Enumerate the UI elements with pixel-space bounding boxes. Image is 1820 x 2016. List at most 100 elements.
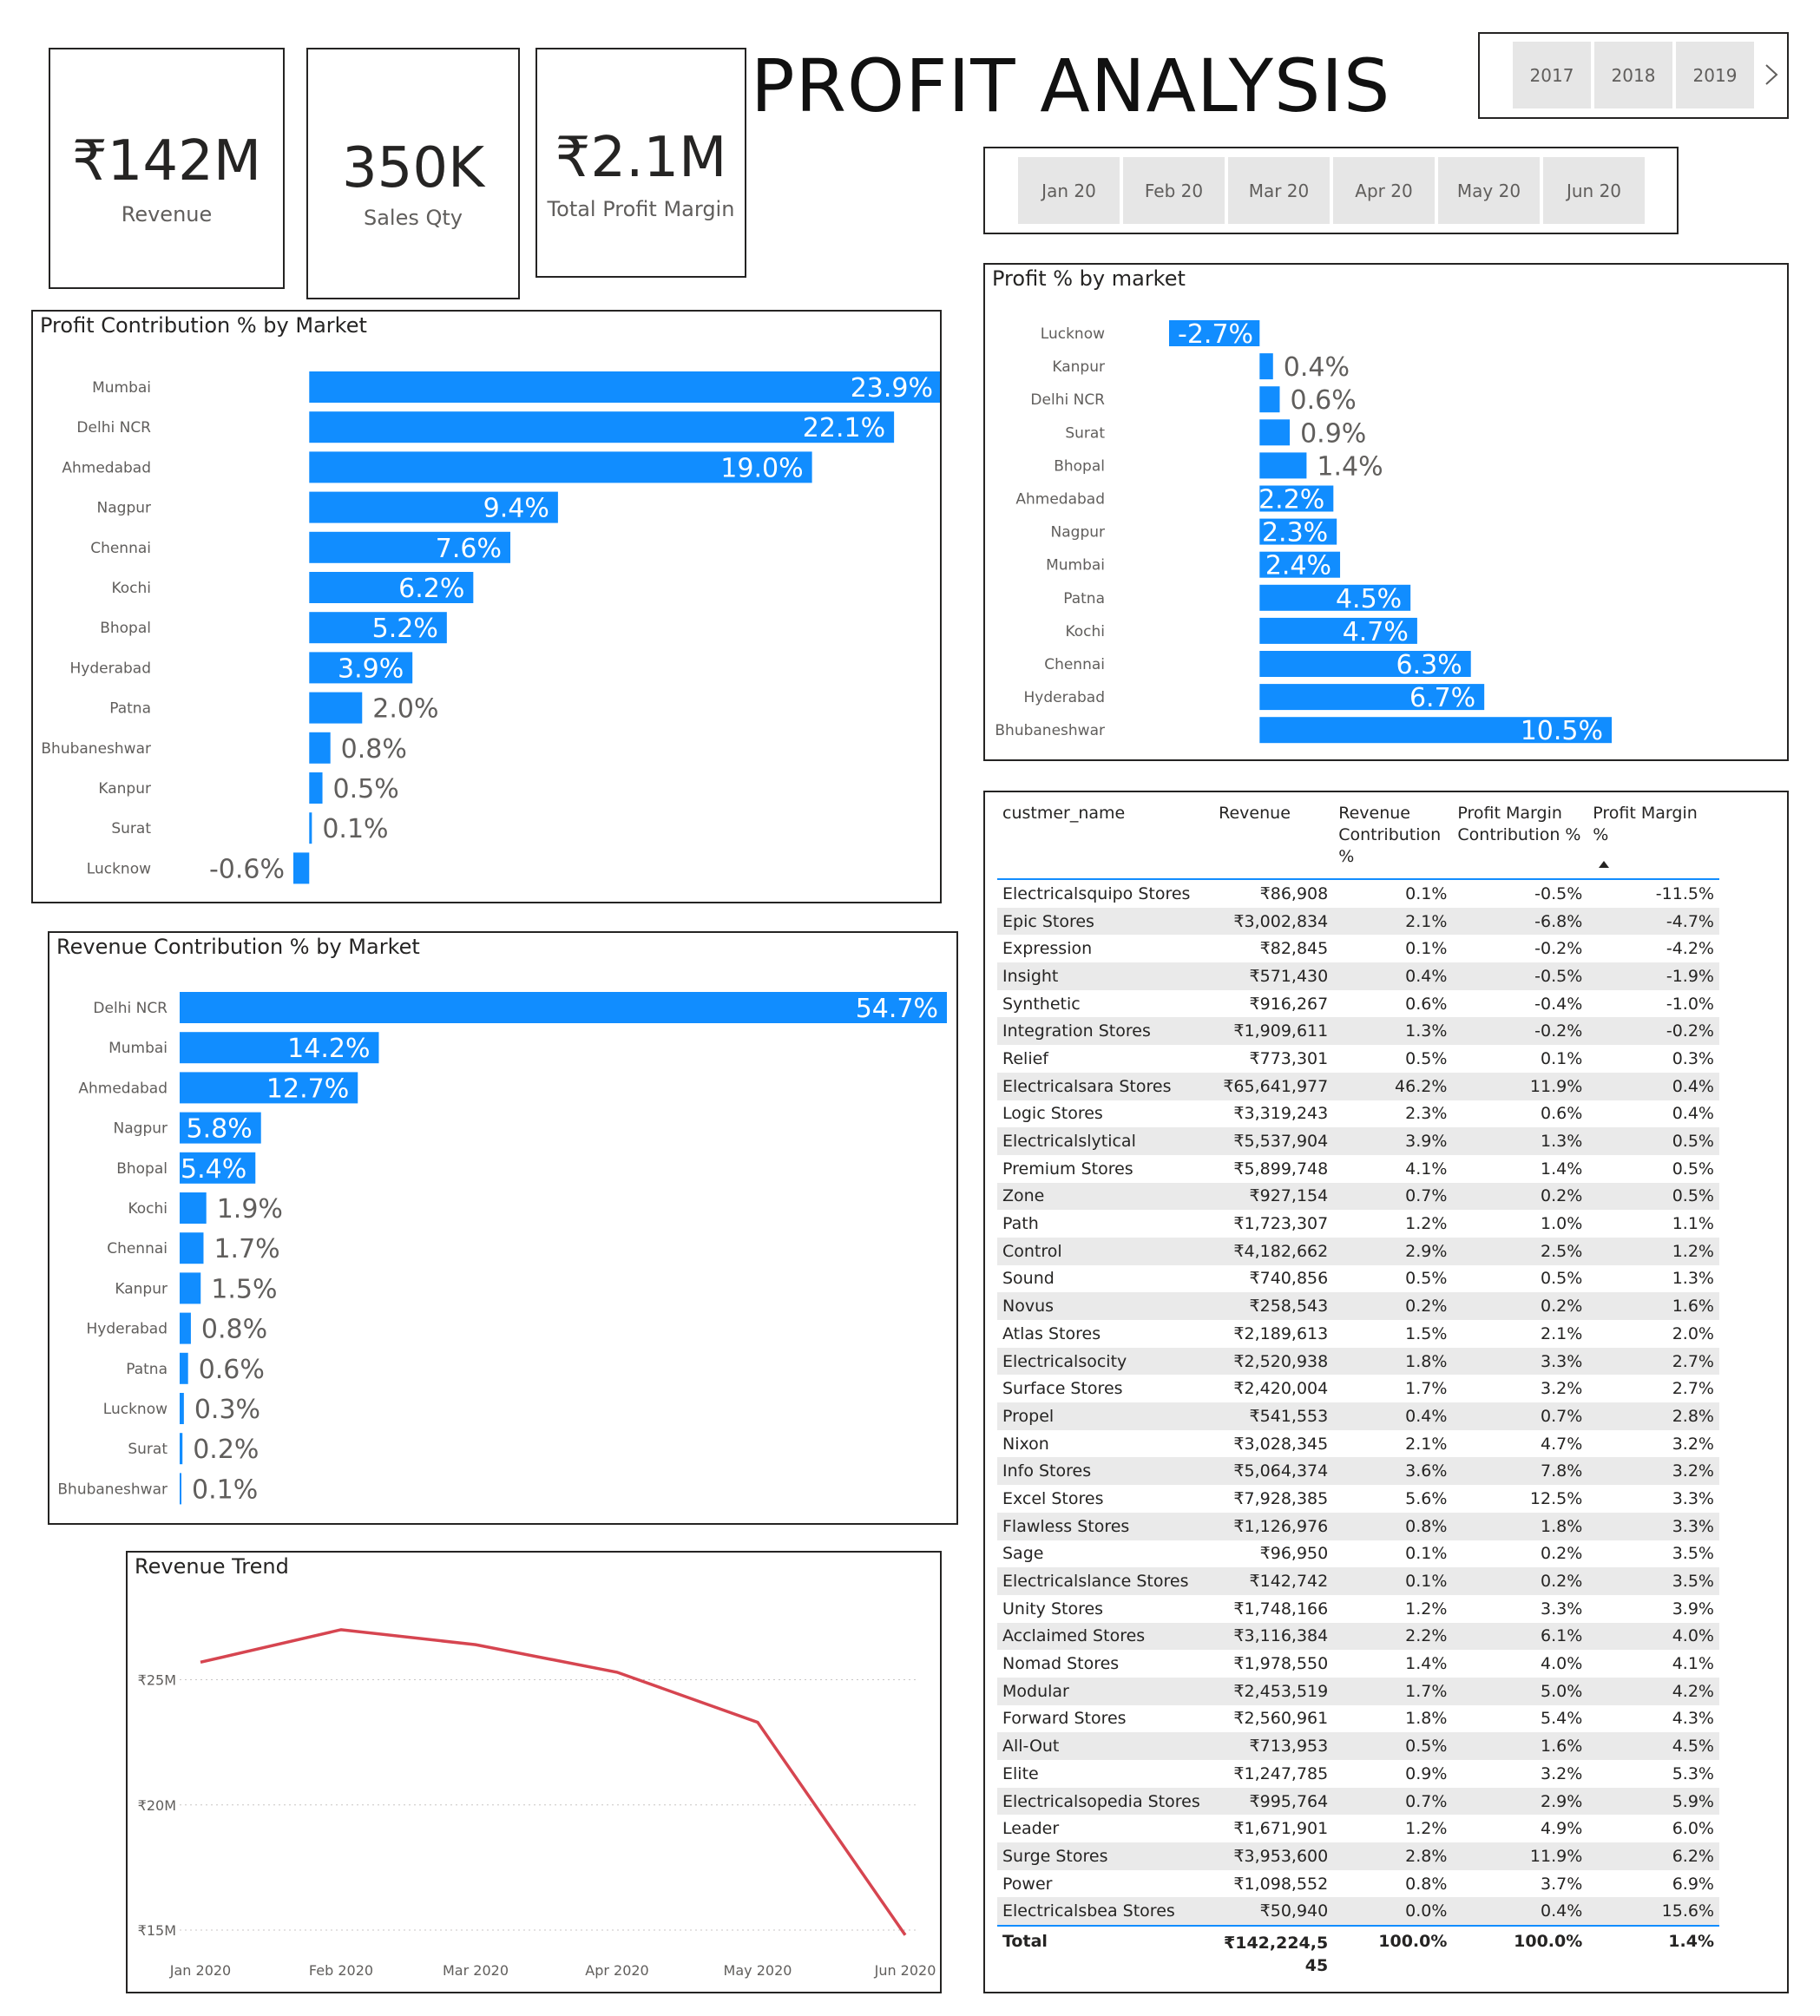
column-header-profit-margin-contribution[interactable]: Profit Margin Contribution % [1452,799,1588,880]
bar[interactable] [309,491,558,523]
bar[interactable] [309,692,363,724]
column-header-revenue[interactable]: Revenue [1213,799,1334,880]
month-button-jun[interactable]: Jun 20 [1543,157,1645,224]
bar[interactable] [180,1433,183,1465]
table-row[interactable]: Zone ₹927,154 0.7% 0.2% 0.5% [997,1182,1719,1211]
column-header-revenue-contribution[interactable]: Revenue Contribution % [1333,799,1453,880]
column-header-customer[interactable]: custmer_name [997,799,1214,880]
bar[interactable] [180,1192,207,1224]
bar[interactable] [1259,518,1337,545]
data-label: 0.2% [193,1435,259,1465]
table-row[interactable]: Electricalslance Stores ₹142,742 0.1% 0.2% 3… [997,1567,1719,1595]
table-row[interactable]: Power ₹1,098,552 0.8% 3.7% 6.9% [997,1870,1719,1898]
table-row[interactable]: Epic Stores ₹3,002,834 2.1% -6.8% -4.7% [997,907,1719,936]
bar[interactable] [309,612,447,644]
chevron-right-icon[interactable] [1759,58,1784,91]
bar[interactable] [293,852,310,884]
sort-ascending-icon[interactable] [1598,853,1610,875]
bar[interactable] [180,1473,181,1505]
bar[interactable] [180,1152,256,1184]
year-button-2018[interactable]: 2018 [1594,42,1672,108]
table-row[interactable]: Atlas Stores ₹2,189,613 1.5% 2.1% 2.0% [997,1320,1719,1348]
table-row[interactable]: Flawless Stores ₹1,126,976 0.8% 1.8% 3.3% [997,1512,1719,1540]
table-row[interactable]: Nomad Stores ₹1,978,550 1.4% 4.0% 4.1% [997,1650,1719,1678]
bar[interactable] [1259,617,1417,644]
table-row[interactable]: Electricalsquipo Stores ₹86,908 0.1% -0.5% -… [997,879,1719,908]
month-button-feb[interactable]: Feb 20 [1123,157,1225,224]
table-cell-revenue-contribution: 0.5% [1405,1269,1448,1289]
table-row[interactable]: Electricalsocity ₹2,520,938 1.8% 3.3% 2.7% [997,1347,1719,1376]
bar[interactable] [180,1232,204,1264]
bar[interactable] [180,1272,201,1304]
table-row[interactable]: Forward Stores ₹2,560,961 1.8% 5.4% 4.3% [997,1705,1719,1733]
month-button-apr[interactable]: Apr 20 [1333,157,1435,224]
bar[interactable] [1259,353,1273,380]
month-button-mar[interactable]: Mar 20 [1228,157,1330,224]
table-row[interactable]: Expression ₹82,845 0.1% -0.2% -4.2% [997,935,1719,962]
table-row[interactable]: Leader ₹1,671,901 1.2% 4.9% 6.0% [997,1815,1719,1842]
bar[interactable] [1259,419,1291,446]
table-row[interactable]: Electricalslytical ₹5,537,904 3.9% 1.3% 0.5% [997,1127,1719,1155]
table-row[interactable]: Surface Stores ₹2,420,004 1.7% 3.2% 2.7% [997,1375,1719,1402]
table-row[interactable]: Relief ₹773,301 0.5% 0.1% 0.3% [997,1045,1719,1073]
table-row[interactable]: Propel ₹541,553 0.4% 0.7% 2.8% [997,1402,1719,1430]
bar[interactable] [1259,717,1612,744]
bar[interactable] [1259,684,1485,711]
bar[interactable] [1259,485,1334,512]
bar[interactable] [1259,651,1471,677]
table-row[interactable]: Unity Stores ₹1,748,166 1.2% 3.3% 3.9% [997,1595,1719,1623]
table-row[interactable]: Insight ₹571,430 0.4% -0.5% -1.9% [997,962,1719,990]
table-row[interactable]: Excel Stores ₹7,928,385 5.6% 12.5% 3.3% [997,1485,1719,1513]
bar[interactable] [1259,452,1307,479]
bar[interactable] [1259,584,1411,611]
bar[interactable] [309,411,895,443]
bar[interactable] [180,1393,184,1424]
month-button-may[interactable]: May 20 [1438,157,1540,224]
bar[interactable] [180,1312,191,1344]
revenue-trend-line[interactable] [200,1628,907,1936]
table-row[interactable]: Electricalsbea Stores ₹50,940 0.0% 0.4% 15.6… [997,1897,1719,1927]
table-row[interactable]: Path ₹1,723,307 1.2% 1.0% 1.1% [997,1210,1719,1238]
table-row[interactable]: Acclaimed Stores ₹3,116,384 2.2% 6.1% 4.0% [997,1622,1719,1651]
bar[interactable] [1259,551,1341,578]
bar[interactable] [180,1072,358,1104]
category-label: Nagpur [1051,524,1105,542]
bar[interactable] [309,572,474,603]
table-row[interactable]: Surge Stores ₹3,953,600 2.8% 11.9% 6.2% [997,1842,1719,1870]
bar[interactable] [180,1352,188,1384]
table-row[interactable]: Sound ₹740,856 0.5% 0.5% 1.3% [997,1265,1719,1293]
table-row[interactable]: Integration Stores ₹1,909,611 1.3% -0.2% -0.… [997,1017,1719,1046]
bar[interactable] [309,812,312,844]
bar[interactable] [309,732,331,764]
table-row[interactable]: Logic Stores ₹3,319,243 2.3% 0.6% 0.4% [997,1100,1719,1128]
table-row[interactable]: All-Out ₹713,953 0.5% 1.6% 4.5% [997,1732,1719,1760]
bar[interactable] [180,1112,261,1144]
table-row[interactable]: Synthetic ₹916,267 0.6% -0.4% -1.0% [997,990,1719,1018]
bar[interactable] [309,772,323,804]
bar[interactable] [180,1032,379,1064]
bar[interactable] [1169,320,1260,346]
bar[interactable] [309,531,511,563]
bar[interactable] [1259,386,1280,413]
table-row[interactable]: Sage ₹96,950 0.1% 0.2% 3.5% [997,1540,1719,1568]
table-row[interactable]: Control ₹4,182,662 2.9% 2.5% 1.2% [997,1237,1719,1265]
table-row[interactable]: Elite ₹1,247,785 0.9% 3.2% 5.3% [997,1760,1719,1788]
month-button-jan[interactable]: Jan 20 [1018,157,1120,224]
bar[interactable] [309,371,940,403]
table-row[interactable]: Electricalsara Stores ₹65,641,977 46.2% 11.… [997,1072,1719,1100]
bar[interactable] [309,652,413,684]
bar[interactable] [309,451,812,483]
table-row[interactable]: Info Stores ₹5,064,374 3.6% 7.8% 3.2% [997,1457,1719,1486]
table-row[interactable]: Electricalsopedia Stores ₹995,764 0.7% 2.9%… [997,1787,1719,1816]
table-row[interactable]: Nixon ₹3,028,345 2.1% 4.7% 3.2% [997,1430,1719,1458]
year-button-2019[interactable]: 2019 [1676,42,1754,108]
category-label: Hyderabad [70,660,152,677]
total-profit-margin-pct: 1.4% [1587,1925,1719,1981]
revenue-trend-title: Revenue Trend [135,1554,289,1579]
table-row[interactable]: Premium Stores ₹5,899,748 4.1% 1.4% 0.5% [997,1155,1719,1183]
year-button-2017[interactable]: 2017 [1513,42,1591,108]
table-row[interactable]: Novus ₹258,543 0.2% 0.2% 1.6% [997,1292,1719,1320]
bar[interactable] [180,992,947,1023]
column-header-profit-margin-pct[interactable]: Profit Margin % [1587,799,1719,880]
table-row[interactable]: Modular ₹2,453,519 1.7% 5.0% 4.2% [997,1677,1719,1705]
